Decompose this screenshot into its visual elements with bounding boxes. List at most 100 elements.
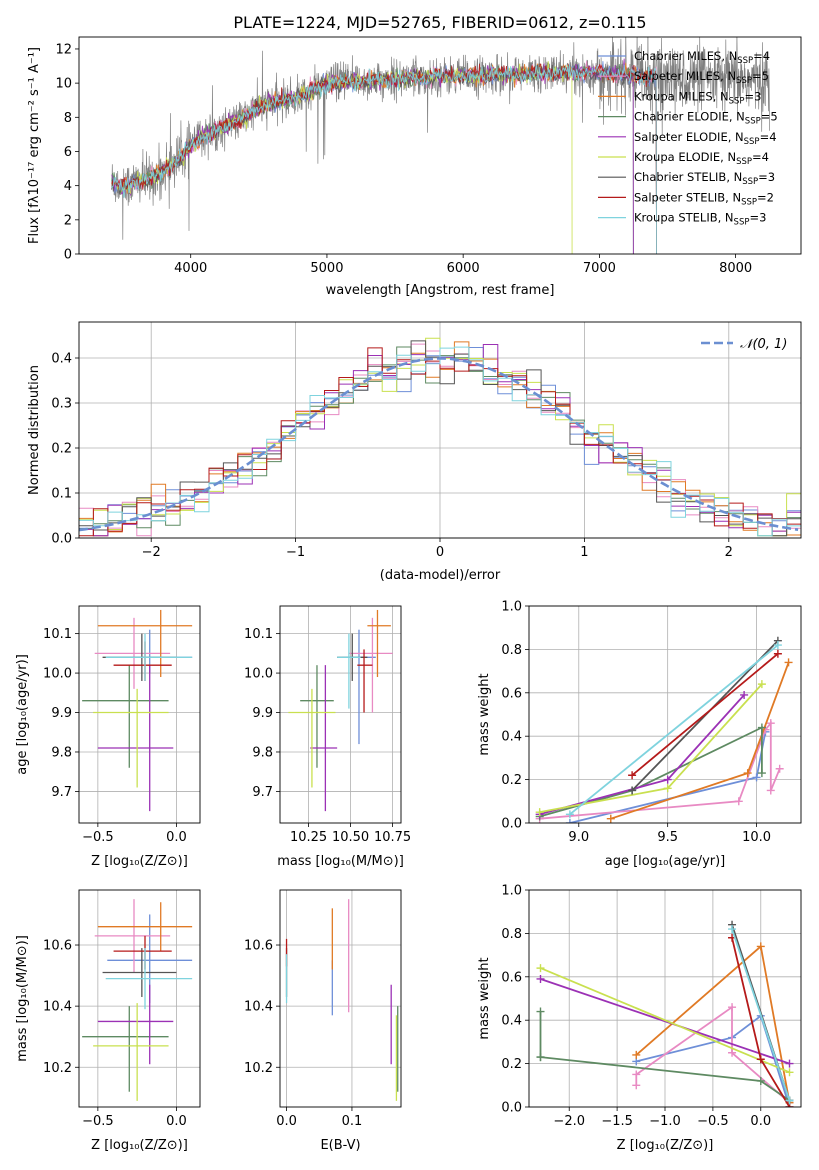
series-marker [536,1007,545,1016]
y-tick-label: 8 [64,111,72,126]
legend-entry-name: Kroupa STELIB, N [634,211,734,225]
mass-weight-vs-age-plot [535,636,793,823]
histogram-chabrier-stelib [79,340,801,537]
series-marker [757,769,766,778]
x-tick-label: 0.0 [166,830,187,845]
series-marker [728,1048,737,1057]
x-tick-label: −1.0 [649,1114,681,1129]
mass-vs-Z-plot [82,899,193,1101]
series-marker [565,819,574,823]
legend-entry: Kroupa STELIB, NSSP=3 [634,211,766,228]
series-marker [757,680,766,689]
mass-vs-Z-axes: −0.5 0.0 10.2 10.4 10.6 [43,890,200,1129]
mass-weight-vs-Z-frame [528,889,802,1108]
x-tick-label: 0.0 [276,1114,297,1129]
y-tick-label: 0.0 [51,532,72,547]
age-vs-Z-xlabel: Z [log₁₀(Z/Z⊙)] [91,854,188,869]
mass-vs-EBV-plot [285,899,399,1101]
spectrum-data-line [111,37,770,240]
age-vs-Z-axes: −0.5 0.0 9.7 9.8 9.9 10.0 10.1 [43,606,200,845]
series-marker [628,771,637,780]
age-vs-Z-ylabel: age [log₁₀(age/yr)] [15,654,30,775]
spectrum-plot [111,37,770,254]
series-marker [740,690,749,699]
series-marker [756,942,765,951]
residuals-ylabel: Normed distribution [27,365,42,495]
series-marker [773,649,782,658]
series-marker [565,810,574,819]
legend-entry: Salpeter MILES, NSSP=5 [634,69,769,86]
y-tick-label: 9.8 [252,745,273,760]
x-tick-label: 8000 [719,261,752,276]
legend-entry: Chabrier STELIB, NSSP=3 [634,170,775,187]
legend-entry-value: =5 [761,110,778,124]
age-vs-mass-plot [288,609,393,812]
y-tick-label: 9.9 [51,706,72,721]
residuals-plot [79,337,801,537]
legend-entry-name: Kroupa ELODIE, N [634,150,736,164]
y-tick-label: 0 [64,248,72,263]
legend-entry: Salpeter ELODIE, NSSP=4 [634,130,777,147]
legend-entry-value: =5 [752,69,769,83]
series-line [539,1011,791,1102]
y-tick-label: 9.8 [51,745,72,760]
y-tick-label: 2 [64,213,72,228]
x-tick-label: −0.5 [82,1114,114,1129]
x-tick-label: 10.50 [332,830,369,845]
y-tick-label: 0.2 [501,1057,522,1072]
legend-entry-value: =4 [752,150,769,164]
x-tick-label: 2 [725,545,733,560]
spectrum-frame [78,36,802,255]
gaussian-curve [79,357,799,532]
legend-entry-value: =3 [758,170,775,184]
series-line [631,653,779,776]
age-vs-Z-frame [78,605,201,824]
series-marker [535,808,544,817]
y-tick-label: 10.0 [244,667,273,682]
legend-entry: Kroupa MILES, NSSP=3 [634,89,761,106]
y-tick-label: 10.1 [43,627,72,642]
legend-entry-value: =2 [757,190,774,204]
x-tick-label: 1 [580,545,588,560]
series-line [636,1014,791,1107]
y-tick-label: 0.8 [501,643,522,658]
x-tick-label: −1 [286,545,305,560]
legend-entry-sub: SSP [737,56,753,66]
x-tick-label: 0.0 [750,1114,771,1129]
series-marker [728,925,737,934]
x-tick-label: −0.5 [82,830,114,845]
series-marker [743,769,752,778]
y-tick-label: 4 [64,179,72,194]
series-marker [785,1096,794,1105]
y-tick-label: 10.1 [244,627,273,642]
legend-entry-sub: SSP [736,157,752,167]
spectrum-model-chabrier-stelib [111,64,658,254]
x-tick-label: 10.0 [742,830,771,845]
x-tick-label: 0.0 [166,1114,187,1129]
spectrum-model-kroupa-stelib [111,63,658,254]
series-marker [632,1081,641,1090]
mass-weight-vs-age-frame [528,605,802,824]
x-tick-label: 9.5 [657,830,678,845]
x-tick-label: −0.5 [697,1114,729,1129]
series-marker [752,773,761,782]
series-marker [632,1050,641,1059]
age-vs-mass-frame [279,605,402,824]
x-tick-label: 10.25 [290,830,327,845]
legend-entry-sub: SSP [736,76,752,86]
y-tick-label: 0.2 [501,773,522,788]
mass-weight-vs-Z-xlabel: Z [log₁₀(Z/Z⊙)] [617,1138,714,1153]
series-marker [756,1055,765,1064]
series-marker [663,775,672,784]
y-tick-label: 6 [64,145,72,160]
spectrum-ylabel: Flux [fλ10⁻¹⁷ erg cm⁻² s⁻¹ A⁻¹] [27,47,42,244]
legend-entry-name: Salpeter ELODIE, N [634,130,744,144]
x-tick-label: 4000 [174,261,207,276]
x-tick-label: 7000 [583,261,616,276]
y-tick-label: 0.4 [501,1014,522,1029]
series-marker [775,764,784,773]
y-tick-label: 9.9 [252,706,273,721]
histogram-kroupa-stelib [79,346,801,537]
residuals-frame [78,321,802,539]
mass-vs-EBV-frame [279,889,402,1108]
